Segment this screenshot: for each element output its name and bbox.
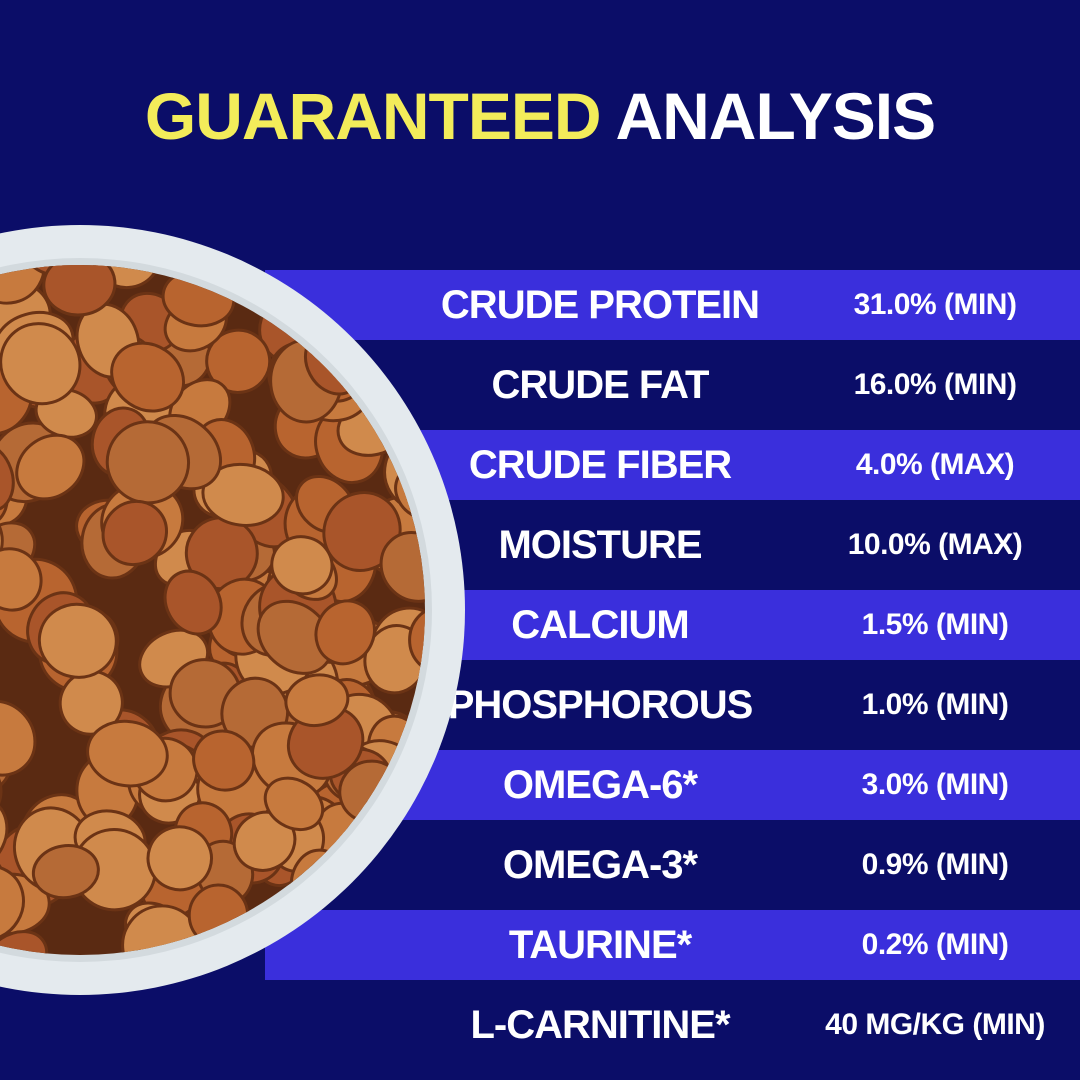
kibble-piece bbox=[0, 466, 9, 530]
table-row: PHOSPHOROUS 1.0% (MIN) bbox=[265, 670, 1080, 740]
kibble-piece bbox=[270, 535, 334, 596]
kibble-piece bbox=[110, 341, 186, 413]
nutrient-name: CALCIUM bbox=[511, 603, 689, 647]
kibble-piece bbox=[379, 531, 425, 603]
table-row: CRUDE FAT 16.0% (MIN) bbox=[265, 350, 1080, 420]
nutrient-value: 0.2% (MIN) bbox=[861, 928, 1009, 961]
nutrient-name: CRUDE FIBER bbox=[468, 443, 732, 487]
kibble-piece bbox=[0, 547, 43, 612]
kibble-piece bbox=[0, 441, 15, 513]
kibble-piece bbox=[317, 265, 395, 309]
nutrient-value: 3.0% (MIN) bbox=[861, 768, 1009, 801]
kibble-piece bbox=[42, 265, 117, 317]
kibble-piece bbox=[314, 599, 376, 666]
table-row: CRUDE PROTEIN 31.0% (MIN) bbox=[265, 270, 1080, 340]
nutrient-value: 4.0% (MAX) bbox=[855, 448, 1015, 481]
nutrient-value: 40 MG/KG (MIN) bbox=[825, 1008, 1045, 1041]
kibble-piece bbox=[201, 462, 285, 527]
nutrient-name: PHOSPHOROUS bbox=[447, 683, 754, 727]
nutrient-value: 31.0% (MIN) bbox=[853, 288, 1017, 321]
kibble-piece bbox=[0, 699, 37, 777]
kibble-piece bbox=[371, 265, 425, 308]
kibble-piece bbox=[86, 719, 169, 788]
kibble-piece bbox=[58, 670, 124, 736]
kibble-piece bbox=[205, 328, 272, 394]
nutrient-name: OMEGA-6* bbox=[502, 763, 698, 807]
kibble-piece bbox=[31, 844, 100, 900]
title-rest: ANALYSIS bbox=[615, 79, 936, 153]
table-row: TAURINE* 0.2% (MIN) bbox=[265, 910, 1080, 980]
nutrient-name: CRUDE FAT bbox=[491, 363, 710, 407]
nutrient-value: 1.5% (MIN) bbox=[861, 608, 1009, 641]
title-highlight: GUARANTEED bbox=[144, 79, 602, 153]
kibble-piece bbox=[15, 433, 86, 501]
table-row: L-CARNITINE* 40 MG/KG (MIN) bbox=[265, 990, 1080, 1060]
table-row: OMEGA-3* 0.9% (MIN) bbox=[265, 830, 1080, 900]
kibble-piece bbox=[0, 322, 82, 406]
kibble-piece bbox=[0, 864, 25, 942]
nutrient-value: 16.0% (MIN) bbox=[853, 368, 1017, 401]
nutrient-name: MOISTURE bbox=[498, 523, 702, 567]
kibble-piece bbox=[372, 265, 425, 311]
nutrient-name: L-CARNITINE* bbox=[470, 1003, 730, 1047]
nutrient-value: 0.9% (MIN) bbox=[861, 848, 1009, 881]
kibble-piece bbox=[0, 930, 49, 955]
kibble-piece bbox=[192, 729, 256, 792]
kibble-piece bbox=[146, 825, 213, 892]
kibble-piece bbox=[256, 599, 334, 675]
kibble-piece bbox=[0, 797, 9, 871]
kibble-piece bbox=[37, 602, 118, 679]
kibble-piece bbox=[373, 276, 425, 329]
title: GUARANTEED ANALYSIS bbox=[0, 78, 1080, 154]
kibble-piece bbox=[101, 499, 169, 567]
nutrient-name: OMEGA-3* bbox=[502, 843, 698, 887]
kibble-piece bbox=[368, 265, 425, 326]
kibble-piece bbox=[404, 265, 425, 306]
kibble-piece bbox=[105, 420, 191, 505]
table-row: MOISTURE 10.0% (MAX) bbox=[265, 510, 1080, 580]
kibble-piece bbox=[284, 673, 350, 728]
kibble-piece bbox=[389, 292, 425, 370]
kibble-piece bbox=[342, 265, 407, 325]
nutrient-value: 1.0% (MIN) bbox=[861, 688, 1009, 721]
kibble-piece bbox=[121, 904, 203, 955]
kibble-piece bbox=[334, 265, 410, 325]
nutrient-name: TAURINE* bbox=[508, 923, 692, 967]
kibble-piece bbox=[399, 273, 425, 335]
kibble-piece bbox=[263, 776, 325, 832]
nutrient-value: 10.0% (MAX) bbox=[847, 528, 1023, 561]
nutrient-name: CRUDE PROTEIN bbox=[440, 283, 760, 327]
kibble-piece bbox=[163, 569, 223, 636]
